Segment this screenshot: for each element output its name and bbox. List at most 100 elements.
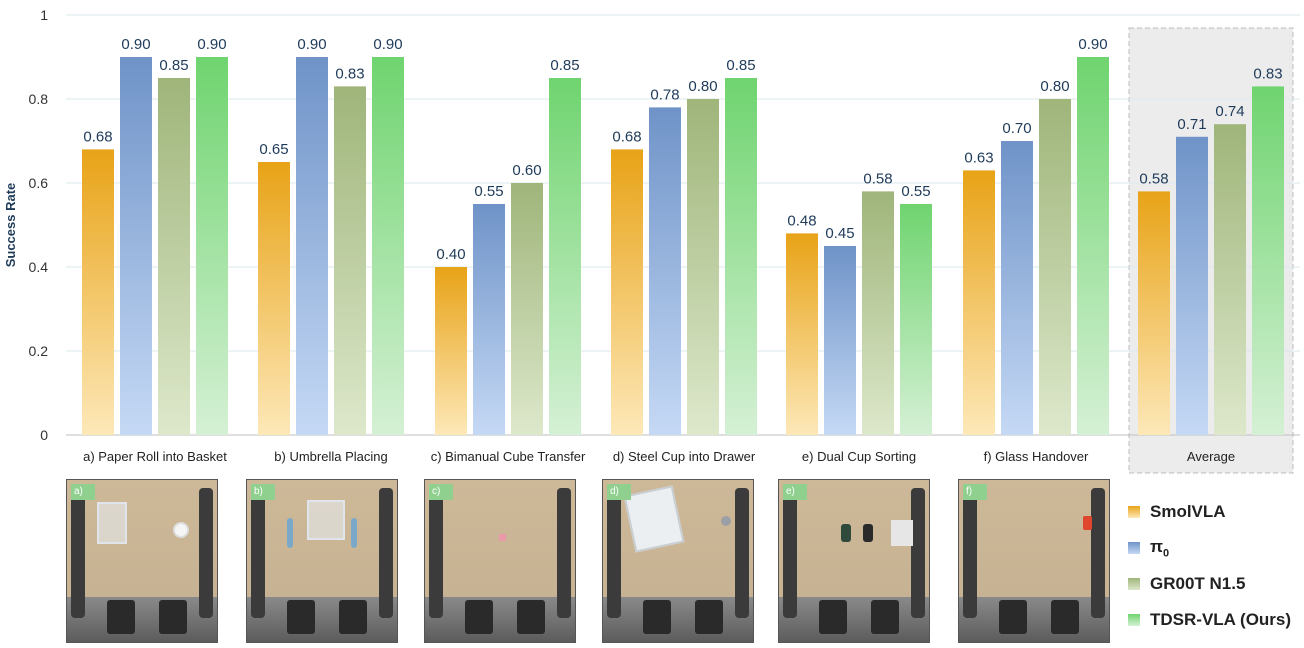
category-label: a) Paper Roll into Basket (83, 449, 227, 464)
bar-value-label: 0.80 (688, 78, 717, 95)
bar-value-label: 0.71 (1177, 116, 1206, 133)
bar-value-label: 0.58 (863, 170, 892, 187)
bar-value-label: 0.90 (373, 36, 402, 53)
y-axis-label: Success Rate (3, 183, 18, 268)
legend-swatch (1128, 614, 1140, 626)
y-tick-label: 0.2 (29, 343, 49, 359)
bar-value-label: 0.83 (1253, 65, 1282, 82)
bar-value-label: 0.85 (726, 57, 755, 74)
legend-item-gr00t: GR00T N1.5 (1128, 566, 1304, 602)
legend-label: SmolVLA (1150, 502, 1226, 521)
legend-item-pi0: π0 (1128, 530, 1304, 566)
bar (1138, 191, 1170, 435)
thumbnail-f: f) (958, 479, 1110, 643)
bar (963, 170, 995, 435)
umbrella-icon (351, 518, 357, 548)
bar (1077, 57, 1109, 435)
bar (296, 57, 328, 435)
bar (725, 78, 757, 435)
legend-swatch (1128, 578, 1140, 590)
thumbnail-tag: b) (251, 484, 275, 500)
legend-swatch (1128, 542, 1140, 554)
bar-value-label: 0.55 (901, 183, 930, 200)
cup-icon (841, 524, 851, 542)
y-tick-label: 0.8 (29, 91, 49, 107)
bar (649, 107, 681, 436)
thumbnail-c: c) (424, 479, 576, 643)
bar-value-label: 0.90 (1078, 36, 1107, 53)
cup-icon (863, 524, 873, 542)
category-label: e) Dual Cup Sorting (802, 449, 916, 464)
y-tick-label: 1 (40, 7, 48, 23)
bar-value-label: 0.90 (297, 36, 326, 53)
basket-icon (307, 500, 345, 540)
bar-value-label: 0.70 (1002, 120, 1031, 137)
bar (473, 204, 505, 435)
bar-value-label: 0.48 (787, 212, 816, 229)
legend-item-tdsr-vla: TDSR-VLA (Ours) (1128, 602, 1304, 638)
legend-label: π0 (1150, 537, 1169, 559)
thumbnail-tag: f) (963, 484, 987, 500)
y-tick-label: 0 (40, 427, 48, 443)
bar-value-label: 0.40 (436, 246, 465, 263)
bar (196, 57, 228, 435)
cube-icon (499, 534, 506, 541)
bar-value-label: 0.45 (825, 225, 854, 242)
category-label: f) Glass Handover (984, 449, 1089, 464)
bar-value-label: 0.55 (474, 183, 503, 200)
bar (862, 191, 894, 435)
bar-value-label: 0.85 (550, 57, 579, 74)
bar-value-label: 0.78 (650, 86, 679, 103)
bar-value-label: 0.83 (335, 65, 364, 82)
y-tick-label: 0.6 (29, 175, 49, 191)
thumbnail-d: d) (602, 479, 754, 643)
bar (900, 204, 932, 435)
bar-value-label: 0.65 (259, 141, 288, 158)
bar (1039, 99, 1071, 435)
bar-value-label: 0.85 (159, 57, 188, 74)
y-tick-label: 0.4 (29, 259, 49, 275)
category-label: d) Steel Cup into Drawer (613, 449, 756, 464)
thumbnail-e: e) (778, 479, 930, 643)
bar-value-label: 0.90 (197, 36, 226, 53)
bar (549, 78, 581, 435)
bar (786, 233, 818, 435)
bar (1214, 124, 1246, 435)
bar (687, 99, 719, 435)
paper-roll-icon (173, 522, 189, 538)
bar (511, 183, 543, 435)
thumbnail-tag: e) (783, 484, 807, 500)
bar (1252, 86, 1284, 436)
bar (824, 246, 856, 435)
bar-value-label: 0.90 (121, 36, 150, 53)
legend-swatch (1128, 506, 1140, 518)
bar-value-label: 0.68 (612, 128, 641, 145)
bar (258, 162, 290, 435)
steel-cup-icon (721, 516, 731, 526)
legend: SmolVLA π0 GR00T N1.5 TDSR-VLA (Ours) (1128, 494, 1304, 638)
glass-icon (1083, 516, 1092, 530)
tray-icon (891, 520, 913, 546)
basket-icon (97, 502, 127, 544)
thumbnail-tag: d) (607, 484, 631, 500)
legend-label: GR00T N1.5 (1150, 574, 1246, 593)
legend-label-pi: π (1150, 536, 1164, 556)
bar (1176, 136, 1208, 436)
category-label: b) Umbrella Placing (274, 449, 387, 464)
legend-label: TDSR-VLA (Ours) (1150, 610, 1292, 629)
bar (334, 86, 366, 436)
bar (1001, 141, 1033, 435)
bar-value-label: 0.74 (1215, 103, 1244, 120)
bar (120, 57, 152, 435)
thumbnail-b: b) (246, 479, 398, 643)
bar-value-label: 0.68 (83, 128, 112, 145)
thumbnail-tag: c) (429, 484, 453, 500)
bar (611, 149, 643, 435)
category-label: c) Bimanual Cube Transfer (431, 449, 586, 464)
bar (435, 267, 467, 435)
umbrella-icon (287, 518, 293, 548)
bar-value-label: 0.60 (512, 162, 541, 179)
bar-value-label: 0.80 (1040, 78, 1069, 95)
legend-item-smolvla: SmolVLA (1128, 494, 1304, 530)
